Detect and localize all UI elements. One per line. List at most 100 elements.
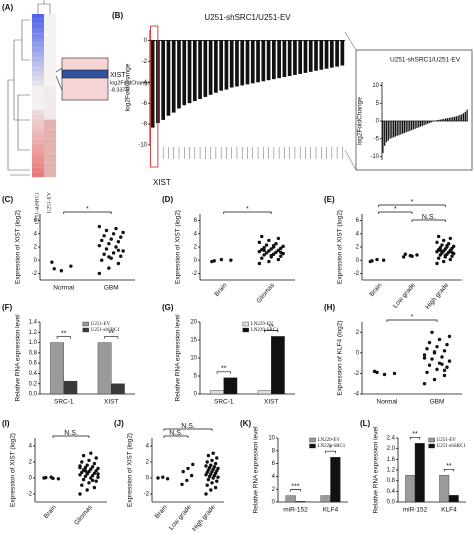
significance-label: *: [86, 206, 89, 213]
data-point: [213, 461, 218, 466]
y-tick-label: -4: [354, 392, 360, 398]
chart-title: U251-shSRC1/U251-EV: [390, 57, 461, 64]
data-point: [107, 242, 111, 246]
bar: [414, 121, 416, 129]
y-tick-label: 0: [194, 258, 198, 264]
heatmap-cell: [44, 124, 56, 130]
data-point: [450, 250, 454, 254]
data-point: [85, 488, 89, 492]
heatmap-cell: [32, 66, 44, 72]
bar: [219, 40, 223, 91]
significance-label: N.S.: [181, 423, 195, 430]
bar: [320, 495, 331, 503]
heatmap-cell: [44, 90, 56, 96]
data-point: [279, 246, 283, 251]
y-tick-label: 4: [29, 444, 33, 450]
data-point: [119, 254, 123, 258]
data-point: [215, 456, 219, 460]
bar: [166, 40, 171, 116]
data-point: [80, 470, 84, 475]
bar: [329, 40, 334, 68]
legend-label: U251-EV: [91, 322, 111, 327]
heatmap-cell: [32, 28, 44, 34]
bar: [303, 40, 308, 73]
data-point: [210, 458, 214, 463]
heatmap-cell: [32, 71, 44, 77]
bar: [439, 475, 450, 503]
data-point: [97, 271, 102, 276]
y-tick-label: 6: [34, 218, 38, 224]
bar: [287, 40, 292, 76]
y-tick-label: 0.4: [29, 371, 38, 377]
heatmap-cell: [32, 95, 44, 101]
bar: [150, 40, 155, 128]
data-point: [116, 248, 121, 252]
heatmap-cell: [44, 42, 56, 48]
data-point: [276, 248, 281, 252]
y-tick-label: 1.0: [29, 340, 38, 346]
heatmap-cell: [44, 110, 56, 115]
heatmap-cell: [32, 76, 44, 82]
bar: [171, 40, 176, 113]
x-tick-label: miR-152: [283, 507, 308, 514]
bar: [461, 114, 463, 121]
bar: [400, 121, 402, 135]
data-point: [425, 370, 429, 375]
y-tick-label: -2: [354, 371, 360, 377]
data-point: [97, 243, 102, 248]
legend-swatch: [242, 327, 249, 333]
bar: [436, 120, 438, 121]
y-tick-label: 4: [34, 231, 38, 237]
bar: [425, 121, 427, 125]
bar: [308, 40, 313, 72]
heatmap-cell: [44, 95, 56, 101]
data-point: [443, 253, 448, 258]
significance-label: **: [109, 330, 115, 337]
bar: [277, 40, 281, 79]
data-point: [165, 477, 170, 481]
heatmap-cell: [44, 119, 56, 125]
y-tick-label: 6: [272, 461, 276, 467]
bar: [448, 495, 459, 503]
panel-label: (B): [112, 11, 123, 20]
bar: [423, 121, 425, 126]
y-tick-label: 6: [194, 218, 198, 224]
data-point: [107, 255, 111, 259]
heatmap-cell: [32, 52, 44, 58]
bar: [432, 121, 434, 122]
data-point: [276, 236, 281, 241]
legend-label: LN229-SRC1: [251, 328, 279, 333]
heatmap-cell: [32, 33, 44, 38]
significance-label: *: [394, 206, 397, 213]
heatmap-cell: [44, 148, 56, 154]
x-tick-label: SRC-1: [54, 399, 74, 406]
data-point: [257, 261, 262, 266]
y-tick-label: -2: [32, 271, 38, 277]
bar: [97, 342, 112, 395]
y-tick-label: 4: [272, 474, 276, 480]
legend-label: LN229-SRC1: [318, 444, 346, 449]
bar: [271, 336, 285, 395]
y-tick-label: 20: [190, 320, 197, 326]
y-tick-label: 4: [146, 444, 150, 450]
bar: [340, 40, 345, 66]
significance-bracket: [163, 435, 189, 438]
significance-bracket: [216, 371, 231, 374]
bar: [330, 457, 341, 503]
data-point: [260, 234, 264, 239]
data-point: [432, 377, 437, 382]
data-point: [114, 245, 118, 249]
heatmap-cell: [32, 110, 44, 115]
significance-label: **: [269, 324, 275, 331]
data-point: [447, 334, 452, 339]
significance-bracket: [411, 219, 446, 222]
data-point: [97, 224, 102, 229]
data-point: [119, 235, 123, 239]
bar: [182, 40, 187, 106]
heatmap-annotation: XIST: [110, 72, 126, 79]
data-point: [442, 368, 447, 373]
bar: [385, 121, 388, 143]
data-point: [435, 344, 439, 349]
heatmap-cell: [32, 47, 44, 53]
x-tick-label: SRC-1: [214, 399, 234, 406]
